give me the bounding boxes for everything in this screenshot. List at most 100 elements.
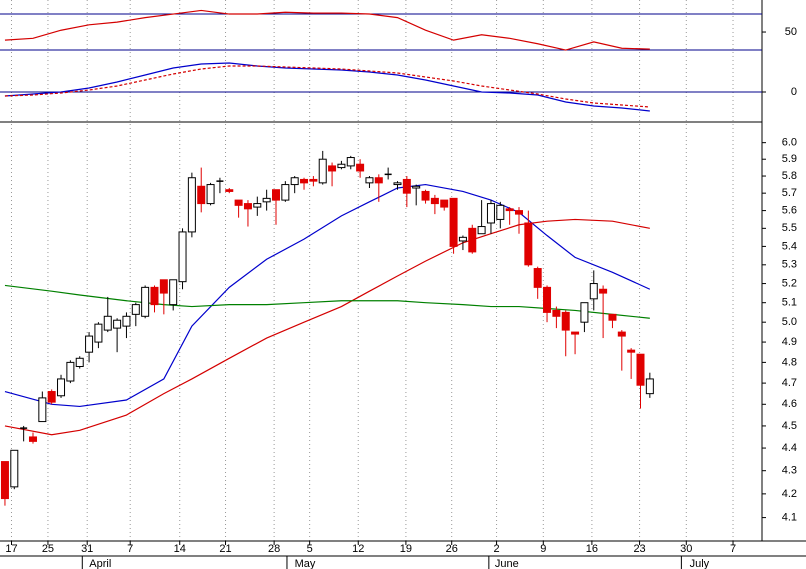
candle-body bbox=[197, 185, 206, 205]
month-label: July bbox=[690, 558, 710, 569]
candle-body bbox=[328, 165, 337, 172]
y-tick-label: 5.8 bbox=[782, 170, 797, 182]
candle-body bbox=[206, 184, 215, 205]
candle-body bbox=[38, 397, 47, 423]
x-tick-label: 28 bbox=[268, 543, 280, 555]
candle-body bbox=[66, 361, 75, 382]
candle-body bbox=[645, 378, 654, 395]
candle-body bbox=[113, 319, 122, 329]
y-tick-label: 5.1 bbox=[782, 297, 797, 309]
x-tick-label: 21 bbox=[219, 543, 231, 555]
candle-body bbox=[393, 182, 402, 186]
y-tick-label: 5.9 bbox=[782, 153, 797, 165]
candle-body bbox=[496, 204, 505, 220]
candle-body bbox=[103, 315, 112, 331]
x-tick-label: 7 bbox=[127, 543, 133, 555]
indicator-line bbox=[4, 62, 650, 112]
y-tick-label: 4.9 bbox=[782, 336, 797, 348]
y-tick-label: 5.0 bbox=[782, 316, 797, 328]
y-tick-label: 4.6 bbox=[782, 398, 797, 410]
y-tick-label: 5.7 bbox=[782, 187, 797, 199]
candle-body bbox=[262, 197, 271, 203]
candle-body bbox=[122, 315, 131, 327]
x-tick-label: 7 bbox=[730, 543, 736, 555]
x-tick-label: 17 bbox=[5, 543, 17, 555]
candle-body bbox=[458, 236, 467, 242]
candle-body bbox=[346, 157, 355, 167]
x-tick-label: 31 bbox=[81, 543, 93, 555]
candle-body bbox=[627, 349, 636, 353]
candle-body bbox=[234, 199, 243, 206]
x-tick-label: 25 bbox=[42, 543, 54, 555]
candle-body bbox=[85, 335, 94, 353]
candle-body bbox=[430, 197, 439, 205]
candle-body bbox=[533, 268, 542, 288]
x-tick-label: 30 bbox=[680, 543, 692, 555]
moving-average bbox=[4, 218, 650, 436]
candle-body bbox=[356, 163, 365, 172]
candle-body bbox=[402, 178, 411, 194]
month-label: May bbox=[295, 558, 316, 569]
candle-body bbox=[589, 283, 598, 300]
y-tick-label: 5.2 bbox=[782, 277, 797, 289]
candle-body bbox=[57, 378, 66, 397]
candle-body bbox=[290, 177, 299, 186]
candle-body bbox=[169, 279, 178, 306]
y-tick-label: 6.0 bbox=[782, 137, 797, 149]
moving-average bbox=[4, 284, 650, 319]
candle-body bbox=[561, 311, 570, 331]
y-tick-label: 5.5 bbox=[782, 222, 797, 234]
x-tick-label: 16 bbox=[586, 543, 598, 555]
y-tick-label: 0 bbox=[791, 86, 797, 98]
x-tick-label: 23 bbox=[633, 543, 645, 555]
candle-body bbox=[225, 189, 234, 192]
candle-body bbox=[468, 227, 477, 253]
x-tick-label: 12 bbox=[352, 543, 364, 555]
y-tick-label: 5.3 bbox=[782, 259, 797, 271]
candle-body bbox=[552, 309, 561, 317]
candle-body bbox=[10, 449, 19, 488]
candle-body bbox=[253, 203, 262, 208]
candle-body bbox=[636, 353, 645, 386]
candle-body bbox=[281, 184, 290, 201]
candle-body bbox=[309, 178, 318, 182]
y-tick-label: 4.5 bbox=[782, 420, 797, 432]
candle-body bbox=[47, 391, 56, 403]
candle-body bbox=[608, 313, 617, 321]
candle-body bbox=[524, 222, 533, 266]
candle-body bbox=[477, 226, 486, 235]
y-tick-label: 4.8 bbox=[782, 356, 797, 368]
y-tick-label: 50 bbox=[785, 26, 797, 38]
y-tick-label: 4.1 bbox=[782, 512, 797, 524]
x-tick-label: 9 bbox=[540, 543, 546, 555]
candle-body bbox=[75, 357, 84, 367]
y-tick-label: 4.4 bbox=[782, 442, 797, 454]
y-tick-label: 5.6 bbox=[782, 205, 797, 217]
candle-body bbox=[337, 163, 346, 169]
y-tick-label: 5.4 bbox=[782, 240, 797, 252]
y-tick-label: 4.7 bbox=[782, 377, 797, 389]
candle-body bbox=[374, 177, 383, 184]
candle-body bbox=[421, 190, 430, 201]
candle-body bbox=[505, 208, 514, 212]
candle-body bbox=[599, 288, 608, 294]
candle-body bbox=[243, 203, 252, 210]
indicator-line bbox=[4, 9, 650, 51]
candle-body bbox=[300, 178, 309, 184]
x-tick-label: 14 bbox=[174, 543, 186, 555]
candle-body bbox=[440, 199, 449, 208]
candle-body bbox=[271, 189, 280, 201]
moving-average bbox=[4, 183, 651, 408]
candle-body bbox=[514, 210, 523, 215]
month-label: June bbox=[495, 558, 519, 569]
candle-body bbox=[159, 279, 168, 294]
candle-body bbox=[412, 185, 421, 189]
candle-body bbox=[187, 177, 196, 233]
y-tick-label: 4.3 bbox=[782, 465, 797, 477]
candle-body bbox=[449, 197, 458, 247]
month-label: April bbox=[89, 558, 111, 569]
candle-body bbox=[365, 177, 374, 184]
candle-body bbox=[150, 286, 159, 306]
